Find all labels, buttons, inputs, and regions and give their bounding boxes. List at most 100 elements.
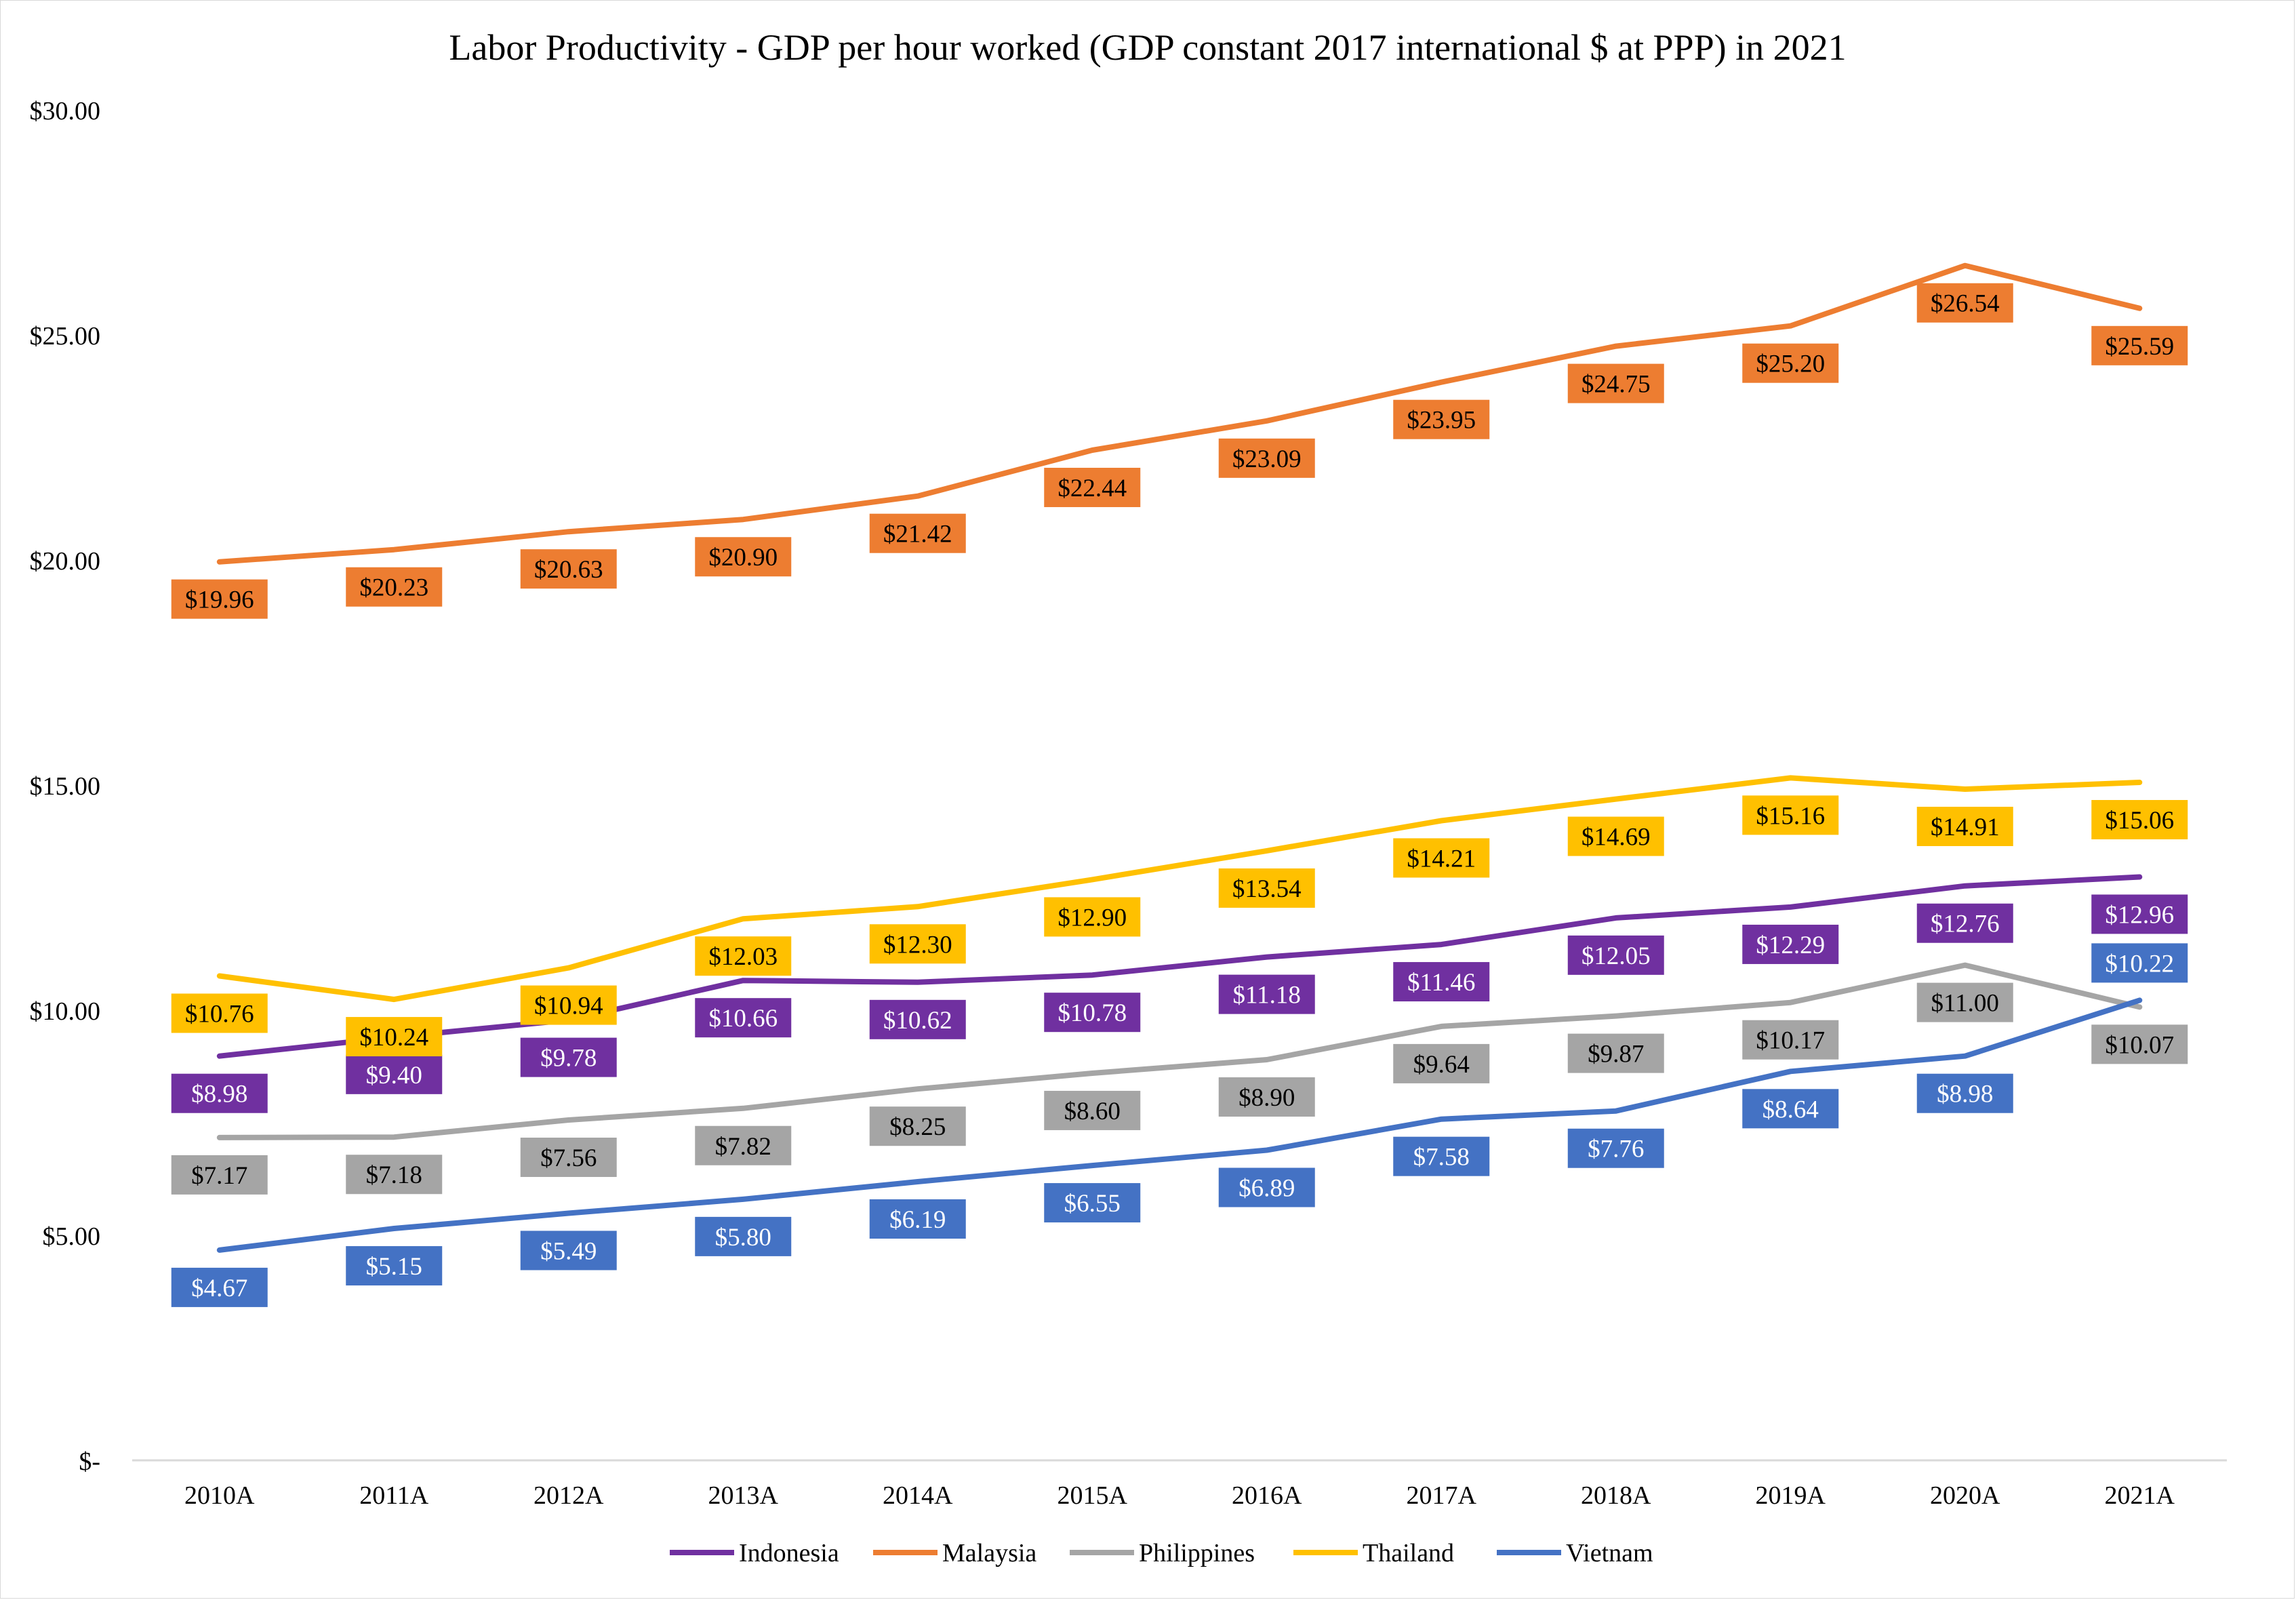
legend-label: Philippines [1139,1539,1255,1567]
data-label-indonesia: $9.40 [346,1054,443,1094]
data-label-text: $24.75 [1582,371,1651,399]
data-label-box [695,537,792,577]
data-label-text: $21.42 [883,521,952,548]
data-label-box [1044,897,1141,937]
data-label-box [171,579,268,619]
legend-label: Thailand [1363,1539,1454,1567]
x-tick-label: 2014A [883,1481,953,1510]
data-label-malaysia: $24.75 [1567,363,1664,403]
data-label-vietnam: $8.98 [1916,1073,2013,1113]
data-label-box [1044,467,1141,507]
data-label-box [346,1155,443,1195]
data-label-indonesia: $9.78 [520,1037,617,1077]
data-label-box [2091,894,2188,934]
data-label-box [1567,816,1664,856]
data-label-thailand: $13.54 [1218,868,1315,908]
data-label-text: $8.25 [889,1113,946,1141]
data-label-thailand: $10.94 [520,985,617,1025]
legend-item-vietnam: Vietnam [1497,1539,1653,1567]
data-label-thailand: $12.90 [1044,897,1141,937]
y-tick-label: $5.00 [43,1222,101,1251]
data-label-box [869,513,966,553]
data-label-malaysia: $25.20 [1742,343,1839,383]
data-label-vietnam: $6.55 [1044,1183,1141,1223]
series-lines [216,262,2143,1253]
data-label-thailand: $10.76 [171,993,268,1033]
data-label-box [171,1155,268,1195]
data-label-box [695,998,792,1038]
data-label-box [520,549,617,589]
data-label-text: $25.20 [1756,351,1825,378]
data-label-box [1044,993,1141,1033]
data-label-box [695,1125,792,1165]
data-label-malaysia: $20.23 [346,567,443,607]
data-label-box [1393,1043,1490,1083]
data-label-box [1393,838,1490,878]
data-label-vietnam: $7.58 [1393,1136,1490,1176]
data-label-text: $7.56 [540,1144,597,1172]
data-label-vietnam: $4.67 [171,1267,268,1307]
data-label-malaysia: $25.59 [2091,325,2188,365]
y-tick-label: $10.00 [30,997,101,1026]
data-label-text: $9.78 [540,1045,597,1073]
data-label-box [869,1199,966,1239]
data-label-philippines: $10.17 [1742,1020,1839,1060]
data-label-box [1742,924,1839,964]
data-label-text: $10.22 [2105,950,2174,978]
data-label-text: $12.05 [1582,942,1651,970]
data-label-malaysia: $23.09 [1218,438,1315,478]
data-label-malaysia: $20.90 [695,537,792,577]
data-label-text: $10.62 [883,1007,952,1035]
legend-item-indonesia: Indonesia [670,1539,839,1567]
data-label-text: $26.54 [1931,290,2000,318]
data-label-text: $12.03 [708,943,778,971]
data-label-box [869,999,966,1039]
data-label-indonesia: $8.98 [171,1073,268,1113]
y-tick-label: $15.00 [30,772,101,801]
data-label-text: $20.63 [534,556,603,584]
data-label-box [171,1073,268,1113]
data-label-vietnam: $8.64 [1742,1089,1839,1129]
data-label-text: $23.09 [1232,445,1302,473]
data-label-box [1567,1033,1664,1073]
data-label-text: $10.94 [534,993,603,1020]
data-label-indonesia: $10.62 [869,999,966,1039]
data-label-philippines: $7.82 [695,1125,792,1165]
data-label-vietnam: $5.80 [695,1216,792,1256]
x-tick-label: 2010A [184,1481,255,1510]
data-label-philippines: $8.60 [1044,1090,1141,1130]
data-label-box [1916,903,2013,943]
data-label-box [695,936,792,976]
data-label-philippines: $9.87 [1567,1033,1664,1073]
y-tick-label: $25.00 [30,322,101,351]
data-label-box [1218,868,1315,908]
data-label-box [171,993,268,1033]
data-label-text: $6.19 [889,1206,946,1234]
x-tick-label: 2019A [1756,1481,1826,1510]
data-label-text: $8.60 [1064,1098,1121,1125]
data-label-text: $14.91 [1931,814,2000,841]
data-label-text: $14.69 [1582,824,1651,852]
data-label-malaysia: $22.44 [1044,467,1141,507]
legend-item-malaysia: Malaysia [873,1539,1036,1567]
data-label-text: $12.30 [883,931,952,959]
data-label-box [1742,1020,1839,1060]
data-label-text: $8.98 [1937,1081,1993,1108]
data-label-text: $9.87 [1588,1041,1644,1068]
data-label-indonesia: $12.05 [1567,935,1664,975]
data-label-text: $5.49 [540,1237,597,1265]
legend-label: Malaysia [942,1539,1036,1567]
data-label-box [1218,438,1315,478]
data-label-text: $11.46 [1407,969,1475,997]
x-tick-label: 2015A [1058,1481,1128,1510]
data-label-text: $14.21 [1407,845,1476,873]
data-label-text: $6.89 [1238,1175,1295,1203]
series-line-indonesia [216,874,2143,1059]
data-label-box [1044,1183,1141,1223]
x-tick-label: 2016A [1232,1481,1302,1510]
data-label-vietnam: $10.22 [2091,943,2188,983]
data-label-text: $12.76 [1931,911,2000,938]
data-label-indonesia: $12.76 [1916,903,2013,943]
